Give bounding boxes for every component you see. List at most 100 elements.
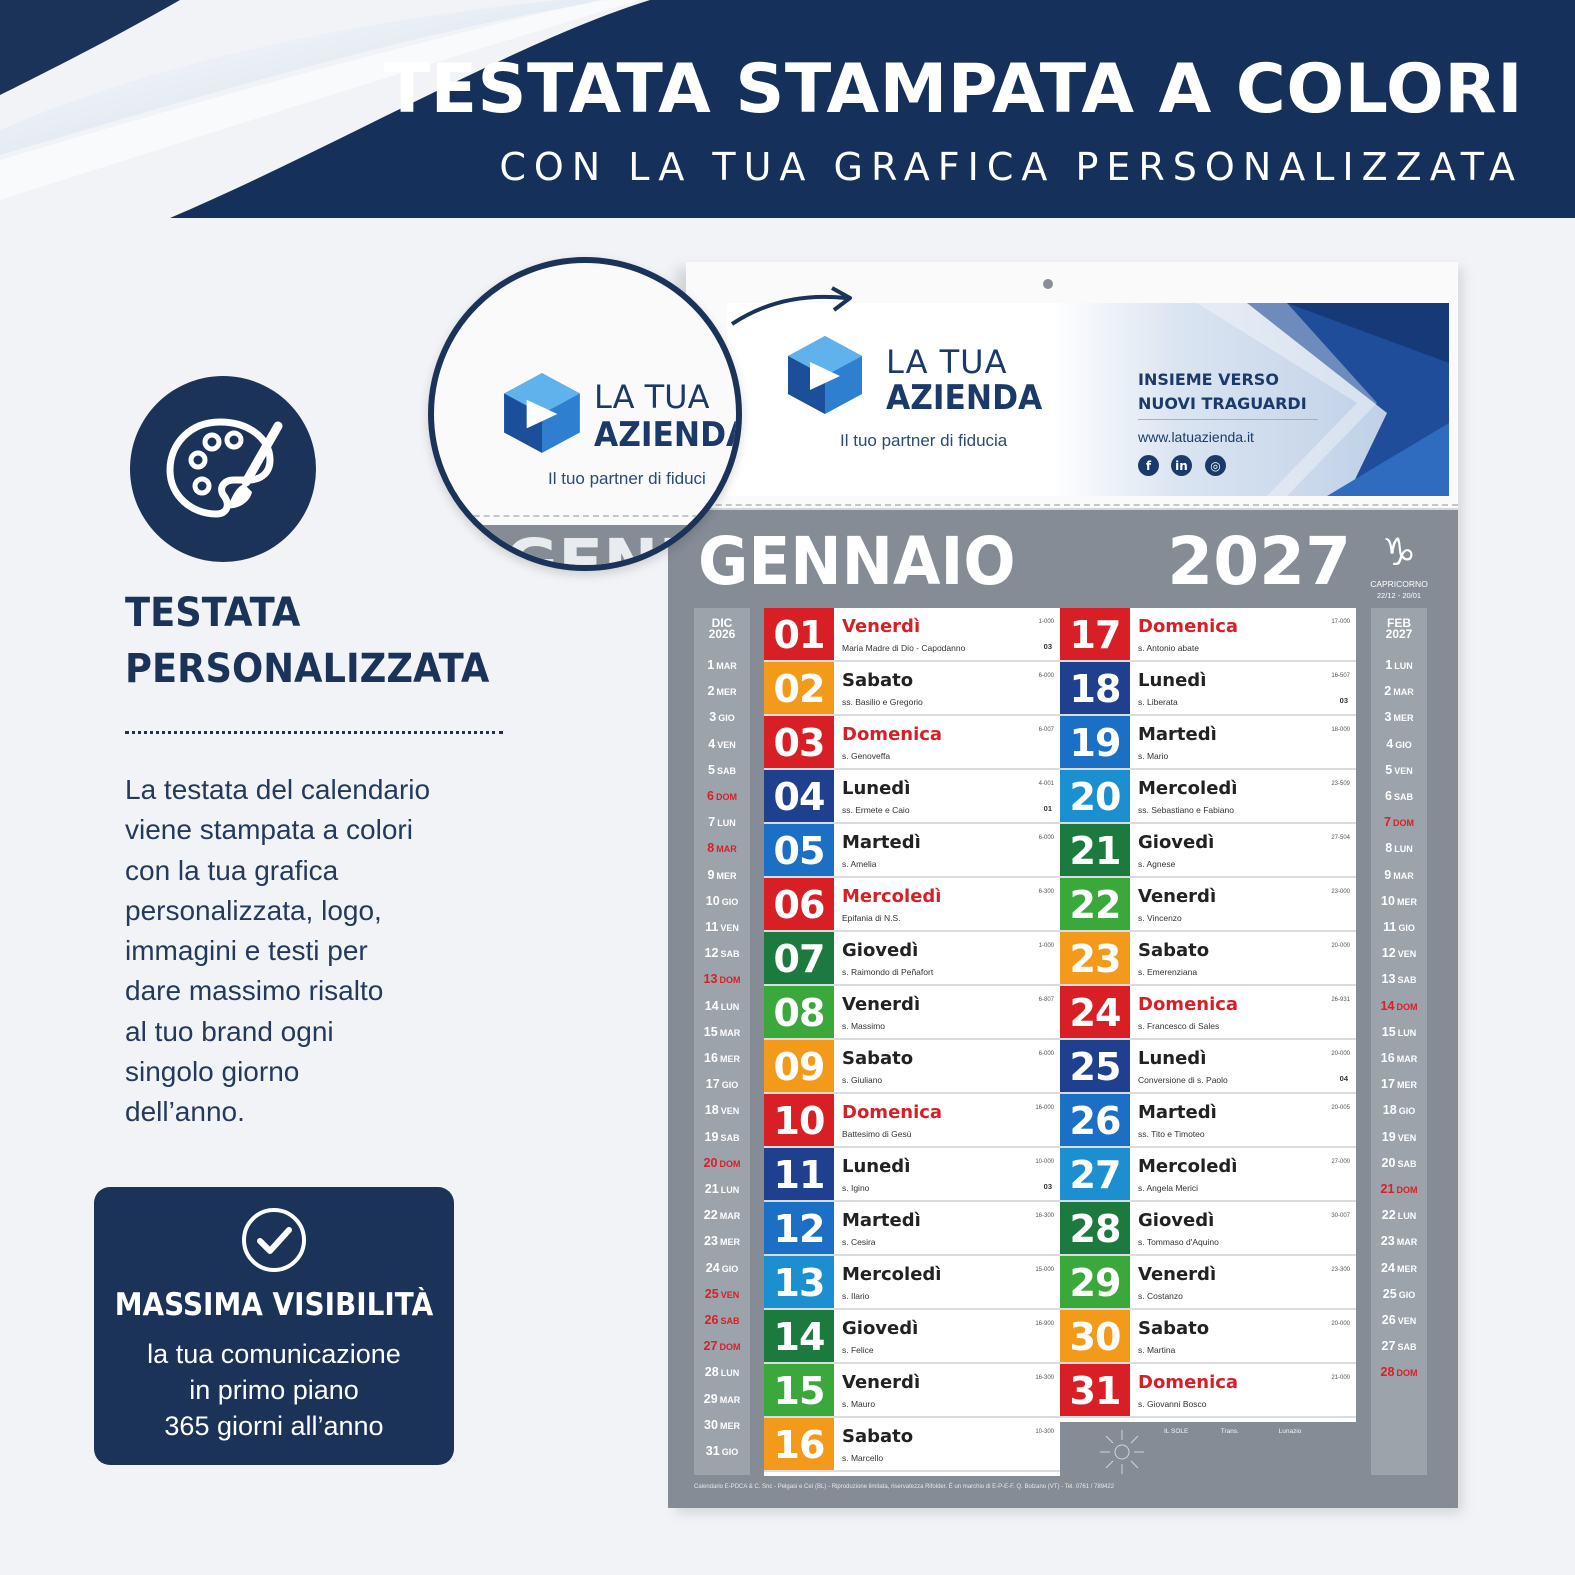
side-day-weekday: GIO — [721, 1080, 739, 1091]
day-row: 29 Venerdì s. Costanzo 23-300 — [1060, 1256, 1356, 1310]
day-row: 21 Giovedì s. Agnese 27-504 — [1060, 824, 1356, 878]
day-row: 13 Mercoledì s. Ilario 15-000 — [764, 1256, 1060, 1310]
side-day-weekday: MAR — [1393, 687, 1414, 698]
day-row: 24 Domenica s. Francesco di Sales 26-931 — [1060, 986, 1356, 1040]
side-day-number: 15 — [703, 1024, 718, 1039]
weekday-name: Sabato — [1138, 1318, 1210, 1339]
side-day: 1 MAR — [694, 658, 750, 672]
side-day-number: 26 — [1381, 1313, 1396, 1327]
sun-times: 1-000 — [1038, 619, 1054, 625]
side-day-number: 13 — [1381, 972, 1396, 987]
side-day-weekday: MER — [1396, 1263, 1417, 1274]
zoom-calendar-strip — [434, 525, 736, 565]
day-row: 10 Domenica Battesimo di Gesù 16-000 — [764, 1094, 1060, 1148]
days-column-1: 01 Venerdì Maria Madre di Dio - Capodanno 1… — [764, 608, 1060, 1476]
side-day-weekday: DOM — [719, 975, 741, 986]
lunation-label: Lunazio — [1278, 1428, 1302, 1435]
day-row: 16 Sabato s. Marcello 10-300 — [764, 1418, 1060, 1472]
day-number: 30 — [1060, 1310, 1130, 1362]
side-day-weekday: DOM — [1396, 1185, 1418, 1195]
zoom-logo-icon — [504, 373, 580, 453]
side-day: 10 MER — [1371, 894, 1427, 908]
sun-times: 27-000 — [1331, 1159, 1350, 1165]
zoom-tagline: Il tuo partner di fiduci — [548, 469, 706, 488]
side-day: 4 GIO — [1371, 737, 1427, 751]
side-day: 4 VEN — [694, 737, 750, 751]
company-name-top: LA TUA — [886, 343, 1008, 381]
side-day: 15 LUN — [1371, 1025, 1427, 1039]
year: 2027 — [1167, 523, 1351, 600]
side-day-number: 24 — [705, 1260, 720, 1275]
day-number: 01 — [764, 608, 834, 660]
day-number: 29 — [1060, 1256, 1130, 1308]
side-day-weekday: SAB — [1397, 1342, 1417, 1353]
calendar-footer: Calendario E-PDCA & C. Snc - Pelgasi e C… — [694, 1484, 1115, 1490]
side-day: 9 MER — [694, 868, 750, 882]
visibility-line: 365 giorni all’anno — [164, 1411, 384, 1441]
side-day: 28 DOM — [1371, 1365, 1427, 1379]
day-row: 17 Domenica s. Antonio abate 17-000 — [1060, 608, 1356, 662]
day-number: 06 — [764, 878, 834, 930]
side-day: 10 GIO — [694, 894, 750, 908]
weekday-name: Sabato — [842, 1048, 914, 1069]
side-day: 11 GIO — [1371, 920, 1427, 934]
prev-month: DIC — [711, 616, 733, 630]
weekday-name: Venerdì — [842, 994, 921, 1015]
side-day: 27 SAB — [1371, 1339, 1427, 1353]
weekday-name: Mercoledì — [842, 1264, 942, 1285]
day-row: 04 Lunedì ss. Ermete e Caio 4-001 01 — [764, 770, 1060, 824]
saint-name: s. Marcello — [842, 1453, 884, 1463]
day-number: 13 — [764, 1256, 834, 1308]
side-day: 25 GIO — [1371, 1287, 1427, 1301]
sun-times: 18-000 — [1331, 727, 1350, 733]
day-row: 28 Giovedì s. Tommaso d'Aquino 30-007 — [1060, 1202, 1356, 1256]
side-day-weekday: LUN — [717, 818, 736, 829]
side-day-number: 11 — [705, 920, 719, 934]
saint-name: s. Amelia — [842, 859, 877, 869]
saint-name: ss. Basilio e Gregorio — [842, 697, 923, 707]
prev-year: 2026 — [708, 627, 736, 641]
side-day: 23 MER — [694, 1234, 750, 1248]
side-day: 15 MAR — [694, 1025, 750, 1039]
side-day: 13 DOM — [694, 972, 750, 986]
weekday-name: Sabato — [842, 1426, 914, 1447]
zodiac-dates: 22/12 - 20/01 — [1376, 591, 1422, 600]
header-banner-bg: TESTATA STAMPATA A COLORI CON LA TUA GRA… — [0, 0, 1575, 222]
saint-name: Epifania di N.S. — [842, 913, 901, 923]
side-day: 31 GIO — [694, 1444, 750, 1458]
side-day-number: 5 — [708, 762, 715, 777]
side-day-number: 8 — [707, 841, 715, 856]
day-number: 17 — [1060, 608, 1130, 660]
side-day-number: 3 — [709, 710, 717, 725]
side-day: 13 SAB — [1371, 972, 1427, 986]
palette-icon — [166, 418, 283, 518]
slogan-divider — [1138, 419, 1318, 420]
weekday-name: Lunedì — [842, 1156, 911, 1177]
side-day-number: 2 — [707, 684, 715, 699]
side-day-weekday: MAR — [716, 661, 737, 671]
side-day: 9 MAR — [1371, 868, 1427, 882]
side-day: 7 LUN — [694, 815, 750, 829]
visibility-title: MASSIMA VISIBILITÀ — [114, 1287, 434, 1323]
side-day-number: 19 — [704, 1129, 719, 1144]
weekday-name: Martedì — [842, 1210, 921, 1231]
desc-line: viene stampata a colori — [125, 814, 413, 846]
side-day-weekday: VEN — [1397, 1132, 1417, 1143]
side-day-weekday: MAR — [1396, 1054, 1418, 1064]
saint-name: Maria Madre di Dio - Capodanno — [842, 643, 966, 653]
sun-times: 6-000 — [1038, 835, 1054, 841]
company-name-bottom: AZIENDA — [886, 378, 1043, 418]
side-day: 28 LUN — [694, 1365, 750, 1379]
saint-name: s. Agnese — [1138, 859, 1176, 869]
weekday-name: Lunedì — [842, 778, 911, 799]
side-day-weekday: VEN — [1397, 949, 1417, 960]
side-day-number: 4 — [1386, 736, 1394, 751]
side-day-weekday: DOM — [719, 1158, 741, 1169]
sun-times: 16-300 — [1035, 1375, 1054, 1381]
side-day-weekday: MER — [1393, 713, 1414, 724]
website-url: www.latuazienda.it — [1138, 429, 1254, 445]
side-day-weekday: GIO — [1398, 923, 1415, 933]
side-day-number: 28 — [1380, 1365, 1395, 1380]
weekday-name: Domenica — [842, 724, 943, 745]
day-row: 26 Martedì ss. Tito e Timoteo 20-005 — [1060, 1094, 1356, 1148]
